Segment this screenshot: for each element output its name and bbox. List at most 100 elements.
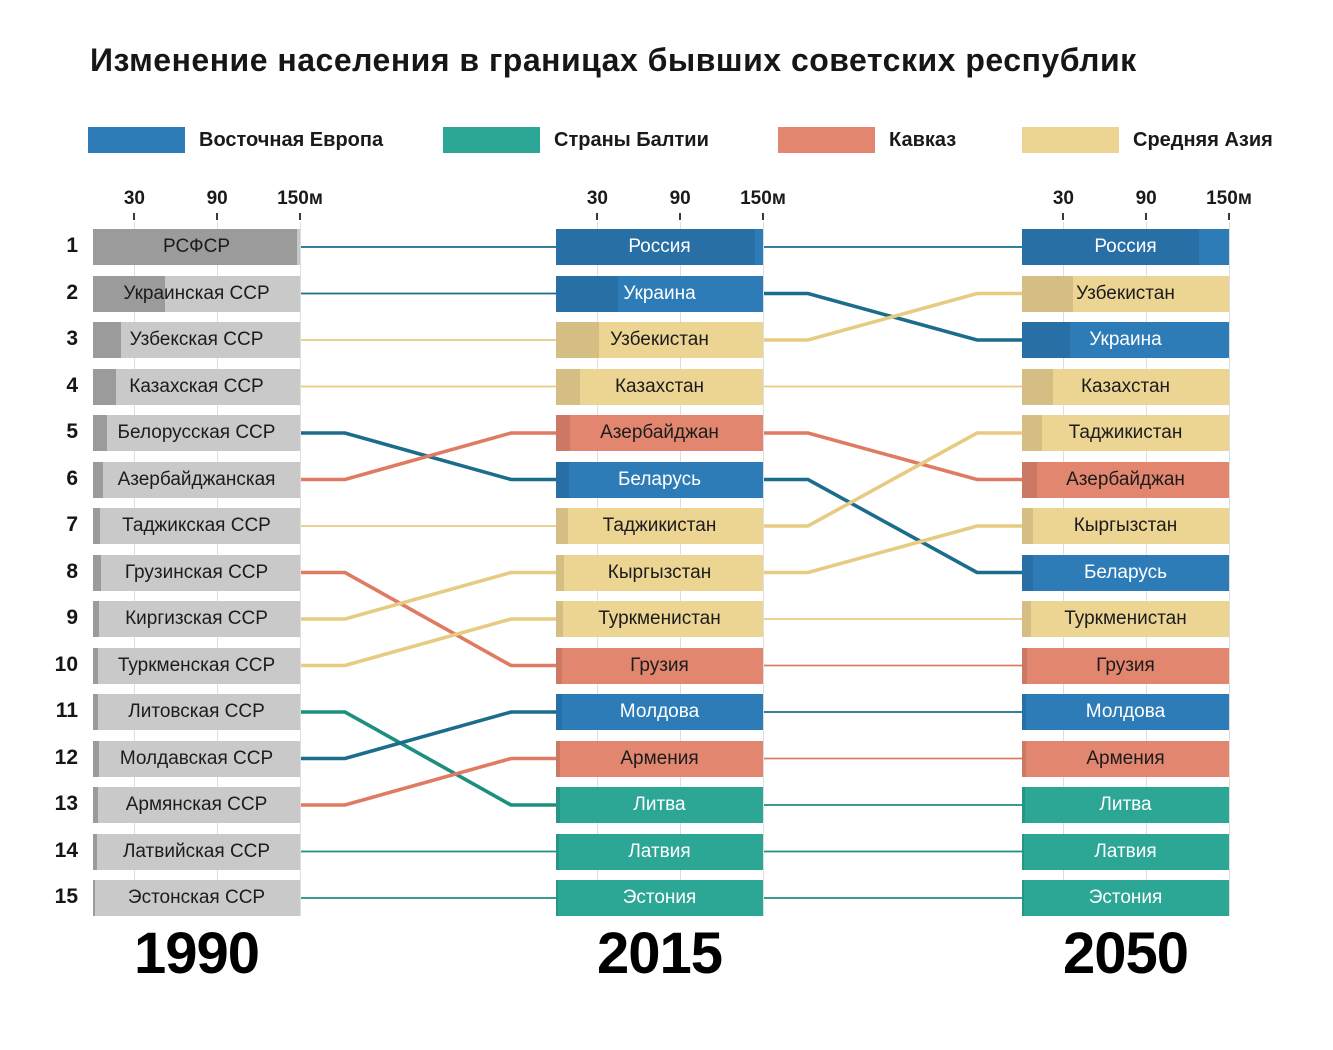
legend-label-caucasus: Кавказ <box>889 128 957 151</box>
axis-tick-mark <box>1228 213 1230 220</box>
bar-value-2050-lva <box>1022 833 1025 870</box>
rank-number-14: 14 <box>54 838 78 862</box>
bar-label-2015-aze: Азербайджан <box>600 422 719 443</box>
bar-value-2015-tkm <box>556 601 564 637</box>
bar-label-1990-kgz: Киргизская ССР <box>125 608 268 629</box>
bar-2015-lva: Латвия <box>556 833 763 870</box>
bar-label-2050-uzb: Узбекистан <box>1076 282 1175 304</box>
bar-label-2015-ltu: Литва <box>633 794 686 815</box>
bar-1990-ltu: Литовская ССР <box>93 694 300 730</box>
bar-label-2050-kaz: Казахстан <box>1080 375 1171 397</box>
bar-label-2015-uzb: Узбекистан <box>610 329 709 350</box>
bar-label-1990-est: Эстонская ССР <box>127 887 266 908</box>
rank-number-3: 3 <box>66 327 78 350</box>
bar-label-1990-blr: Белорусская ССР <box>117 422 276 443</box>
bar-label-2050-tjk: Таджикистан <box>1068 422 1183 443</box>
bar-1990-kaz: Казахская ССР <box>93 368 300 405</box>
bar-2015-ukr: Украина <box>556 275 763 312</box>
bar-2015-geo: Грузия <box>556 647 763 684</box>
bar-1990-uzb: Узбекская ССР <box>93 322 300 358</box>
legend-item-east-europe: Восточная Европа <box>88 127 383 153</box>
bar-2050-ltu: Литва <box>1022 787 1229 823</box>
bar-value-1990-tkm <box>93 647 99 684</box>
bar-2050-lva: Латвия <box>1022 833 1229 870</box>
bar-value-2015-kaz <box>556 368 581 405</box>
bar-value-2050-tkm <box>1022 601 1031 637</box>
axis-tick-label: 30 <box>1052 188 1074 209</box>
bar-value-1990-kaz <box>93 368 117 405</box>
bar-value-1990-lva <box>93 833 97 870</box>
legend-label-baltics: Страны Балтии <box>554 128 709 151</box>
axis-tick-mark <box>762 213 764 220</box>
bar-value-2015-ukr <box>556 275 618 312</box>
legend-item-baltics: Страны Балтии <box>443 127 709 153</box>
bar-label-2050-tkm: Туркменистан <box>1064 608 1187 629</box>
bar-value-1990-arm <box>93 787 98 823</box>
bar-2050-uzb: Узбекистан <box>1022 275 1229 312</box>
bar-value-2050-blr <box>1022 554 1034 591</box>
bar-label-2050-est: Эстония <box>1088 887 1163 908</box>
axis-tick-mark <box>1145 213 1148 220</box>
axis-tick-mark <box>216 213 219 220</box>
bar-2050-mda: Молдова <box>1022 694 1229 730</box>
bar-2015-kgz: Кыргызстан <box>556 554 763 591</box>
bar-value-2050-uzb <box>1022 275 1074 312</box>
rank-number-12: 12 <box>54 745 78 769</box>
legend-label-central-asia: Средняя Азия <box>1133 128 1273 151</box>
bar-label-1990-lva: Латвийская ССР <box>122 840 271 862</box>
bar-2015-aze: Азербайджан <box>556 415 763 451</box>
gridline <box>763 222 764 916</box>
rank-number-1: 1 <box>66 234 78 257</box>
axis-tick-mark <box>1062 213 1065 220</box>
axis-tick-mark <box>679 213 682 220</box>
axis-tick-mark <box>133 213 136 220</box>
bar-2050-tkm: Туркменистан <box>1022 601 1229 637</box>
axis-tick-label: 90 <box>206 188 228 209</box>
rank-number-7: 7 <box>66 513 78 536</box>
bar-label-1990-geo: Грузинская ССР <box>124 561 269 583</box>
bar-value-1990-est <box>93 880 96 916</box>
bar-value-2015-uzb <box>556 322 600 358</box>
bar-value-1990-uzb <box>93 322 122 358</box>
gridline <box>300 222 301 916</box>
axis-tick-mark <box>596 213 599 220</box>
bar-value-2015-blr <box>556 461 570 498</box>
bar-value-1990-kgz <box>93 601 100 637</box>
bar-value-2050-kgz <box>1022 508 1034 544</box>
bar-label-2015-tkm: Туркменистан <box>598 608 721 629</box>
bar-2050-tjk: Таджикистан <box>1022 415 1229 451</box>
axis-tick-label: 30 <box>123 188 145 209</box>
bar-label-1990-tkm: Туркменская ССР <box>117 654 276 676</box>
bar-label-2015-est: Эстония <box>622 887 697 908</box>
bar-1990-rus: РСФСР <box>93 229 300 265</box>
rank-number-9: 9 <box>66 606 78 629</box>
bar-value-2015-geo <box>556 647 562 684</box>
bar-value-2015-rus <box>556 229 755 265</box>
bar-value-2015-tjk <box>556 508 568 544</box>
bar-1990-ukr: Украинская ССР <box>93 275 300 312</box>
bar-label-1990-tjk: Таджикская ССР <box>122 515 271 536</box>
bar-label-2050-rus: Россия <box>1094 236 1157 257</box>
bar-1990-tjk: Таджикская ССР <box>93 508 300 544</box>
rank-number-11: 11 <box>55 699 78 722</box>
axis-tick-label: 150м <box>1206 188 1252 209</box>
axis-tick-label: 90 <box>669 188 691 209</box>
bar-2015-tjk: Таджикистан <box>556 508 763 544</box>
rank-number-2: 2 <box>66 280 78 304</box>
bar-label-1990-ltu: Литовская ССР <box>128 701 265 722</box>
rank-number-4: 4 <box>66 373 78 397</box>
bar-2050-est: Эстония <box>1022 880 1229 916</box>
bar-2050-blr: Беларусь <box>1022 554 1229 591</box>
bar-label-2015-mda: Молдова <box>619 701 700 722</box>
bar-2050-kaz: Казахстан <box>1022 368 1229 405</box>
bar-label-2015-kaz: Казахстан <box>614 375 705 397</box>
bar-label-2015-geo: Грузия <box>630 654 689 676</box>
bar-label-2050-lva: Латвия <box>1094 840 1157 862</box>
bar-label-2050-aze: Азербайджан <box>1066 468 1185 490</box>
bar-label-2050-geo: Грузия <box>1096 654 1155 676</box>
bar-label-2050-ukr: Украина <box>1089 329 1162 350</box>
bar-label-2015-tjk: Таджикистан <box>602 515 717 536</box>
year-label-2015: 2015 <box>596 921 723 986</box>
